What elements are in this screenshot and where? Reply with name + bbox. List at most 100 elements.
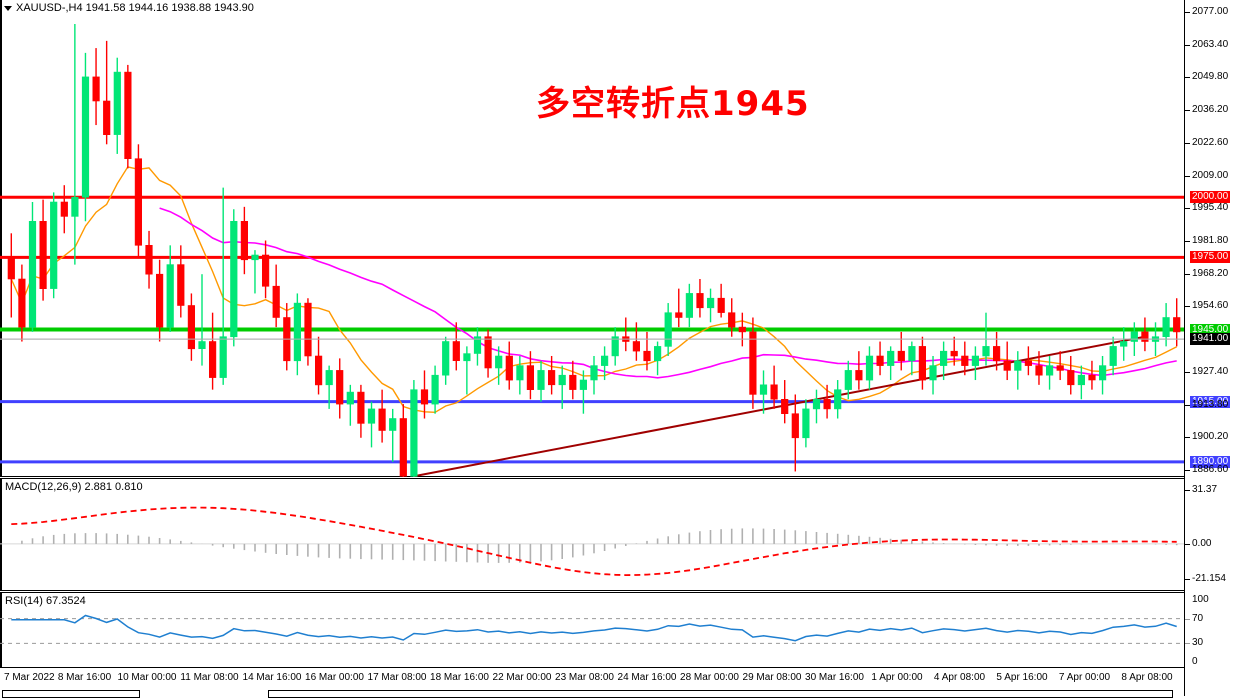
candle-body	[124, 71, 132, 159]
candle-body	[865, 355, 874, 381]
candle-body	[1173, 317, 1181, 333]
rsi-line	[11, 614, 1177, 642]
time-axis-label: 8 Mar 16:00	[57, 672, 112, 683]
chevron-down-icon[interactable]	[4, 5, 12, 11]
price-axis-tick	[1185, 208, 1190, 210]
price-axis-label-1975-00[interactable]: 1975.00	[1190, 251, 1231, 264]
candle-body	[1099, 365, 1107, 381]
price-axis-tick	[1185, 77, 1190, 79]
price-axis-label-1941-00[interactable]: 1941.00	[1190, 333, 1231, 346]
candle-body	[209, 341, 217, 378]
candle-body	[918, 346, 926, 381]
price-axis-tick	[1185, 470, 1190, 471]
macd-signal-line	[11, 506, 1177, 577]
candle-body	[1024, 360, 1032, 366]
macd-axis-tick	[1185, 579, 1190, 580]
candle-body	[156, 273, 164, 328]
time-axis-label: 30 Mar 16:00	[805, 672, 864, 683]
price-axis-tick	[1185, 371, 1190, 373]
candle-body	[992, 346, 1001, 362]
candle-body	[1067, 370, 1075, 386]
candle-body	[240, 221, 249, 261]
candle-body	[971, 355, 979, 366]
candle-body	[1162, 317, 1170, 338]
candle-body	[844, 370, 852, 390]
candle-body	[304, 302, 312, 357]
candle-body	[939, 350, 948, 366]
macd-axis-tick	[1185, 543, 1190, 545]
time-axis-label: 24 Mar 16:00	[617, 672, 677, 683]
candle-body	[463, 353, 471, 362]
price-axis-tick	[1185, 437, 1190, 439]
price-axis-tick	[1185, 241, 1190, 242]
rsi-chart[interactable]	[0, 592, 1185, 668]
candle-body	[569, 374, 577, 390]
candle-body	[177, 264, 185, 306]
time-axis-label: 18 Mar 16:00	[430, 672, 489, 683]
time-axis-label: 1 Apr 00:00	[871, 672, 923, 683]
macd-chart[interactable]	[0, 478, 1185, 591]
rsi-title: RSI(14) 67.3524	[5, 595, 86, 607]
candle-body	[1014, 360, 1022, 371]
candle-body	[696, 293, 704, 309]
candle-body	[473, 336, 482, 354]
candle-body	[50, 201, 58, 289]
price-axis-tick	[1185, 12, 1190, 13]
candle-body	[7, 257, 15, 280]
candle-body	[399, 418, 407, 477]
candle-body	[60, 201, 68, 217]
candle-body	[961, 355, 969, 366]
candle-body	[876, 355, 884, 366]
candle-series	[7, 24, 1181, 477]
candle-body	[887, 350, 895, 366]
price-axis-label-2000-00[interactable]: 2000.00	[1190, 191, 1231, 204]
candle-body	[579, 379, 587, 390]
candle-body	[410, 389, 418, 477]
price-chart[interactable]	[0, 0, 1185, 477]
rising-trendline	[413, 335, 1146, 477]
price-axis-tick	[1185, 44, 1190, 46]
price-axis-label-2022-60: 2022.60	[1192, 136, 1229, 148]
candle-body	[1088, 374, 1096, 381]
macd-axis-tick	[1185, 490, 1190, 491]
candle-body	[81, 76, 90, 198]
candle-body	[632, 341, 640, 352]
rsi-axis-label: 100	[1192, 594, 1209, 605]
candle-body	[113, 71, 121, 135]
price-axis-label-1968-20: 1968.20	[1192, 267, 1229, 279]
candle-body	[314, 355, 323, 386]
price-axis[interactable]: 2077.00 2063.40 2049.80 2036.20 2022.60 2009.…	[1184, 0, 1240, 696]
price-axis-tick	[1185, 142, 1190, 144]
candle-body	[357, 391, 365, 424]
symbol-quote-line[interactable]: XAUUSD-,H4 1941.58 1944.16 1938.88 1943.…	[4, 2, 254, 14]
candle-body	[187, 305, 196, 350]
rsi-axis-label: 0	[1192, 656, 1198, 667]
price-axis-tick	[1185, 273, 1190, 275]
candle-body	[738, 326, 746, 333]
price-axis-label-1890-00[interactable]: 1890.00	[1190, 455, 1231, 468]
price-axis-label-2063-40: 2063.40	[1192, 38, 1229, 50]
price-axis-label-1915-00[interactable]: 1915.00	[1190, 395, 1231, 408]
price-axis-label-1954-60: 1954.60	[1192, 300, 1229, 312]
candle-body	[261, 254, 270, 287]
candle-body	[1003, 360, 1011, 371]
candle-body	[558, 374, 566, 386]
price-axis-label-1981-80: 1981.80	[1192, 235, 1229, 246]
macd-axis-label: 31.37	[1192, 484, 1218, 495]
candle-body	[28, 221, 37, 328]
candle-body	[484, 336, 492, 369]
rsi-axis-label: 30	[1192, 637, 1204, 649]
candle-body	[728, 312, 736, 328]
price-axis-label-1886-60: 1886.60	[1192, 464, 1229, 475]
candle-body	[18, 278, 26, 328]
candle-body	[166, 264, 174, 328]
candle-body	[950, 350, 958, 357]
candle-body	[717, 297, 725, 313]
candle-body	[537, 370, 545, 390]
candle-body	[293, 302, 302, 362]
price-axis-label-1945-00[interactable]: 1945.00	[1190, 323, 1231, 336]
candle-body	[495, 355, 503, 369]
time-axis-label: 28 Mar 00:00	[680, 672, 739, 683]
candle-body	[420, 389, 429, 405]
